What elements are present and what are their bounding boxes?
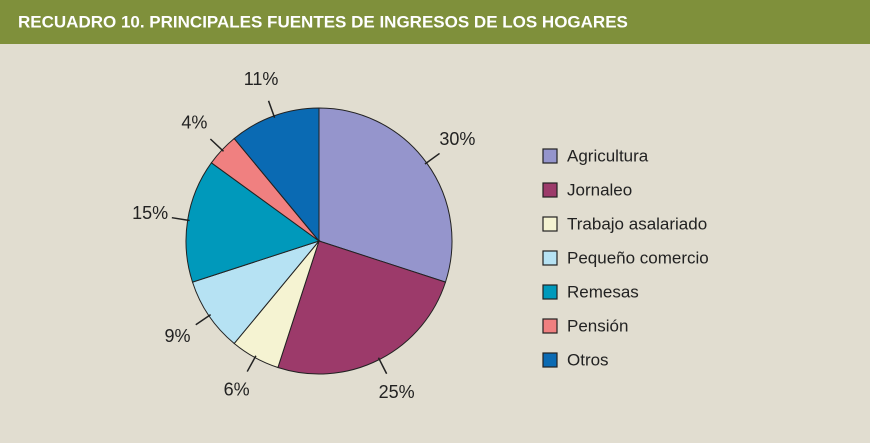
legend-swatch <box>542 182 558 198</box>
legend-label: Agricultura <box>567 146 649 165</box>
legend-swatch <box>542 352 558 368</box>
legend-label: Pequeño comercio <box>567 248 709 267</box>
leader-line <box>195 314 212 326</box>
header-bar <box>0 0 870 44</box>
legend-swatch <box>542 216 558 232</box>
leader-line <box>209 138 225 152</box>
data-label: 9% <box>165 326 191 346</box>
data-label: 4% <box>181 113 207 133</box>
leader-line <box>424 152 440 165</box>
leader-line <box>377 357 388 375</box>
data-label: 6% <box>224 380 250 400</box>
legend-swatch <box>542 250 558 266</box>
leader-line <box>246 355 257 372</box>
legend-swatch <box>542 148 558 164</box>
legend-swatch <box>542 318 558 334</box>
chart-title: RECUADRO 10. PRINCIPALES FUENTES DE INGR… <box>18 12 628 31</box>
leader-line <box>267 100 276 118</box>
legend-label: Trabajo asalariado <box>567 214 707 233</box>
legend-label: Remesas <box>567 282 639 301</box>
leader-line <box>171 216 190 222</box>
legend-label: Otros <box>567 350 609 369</box>
data-label: 30% <box>439 129 475 149</box>
data-label: 11% <box>244 69 279 89</box>
legend-swatch <box>542 284 558 300</box>
legend-label: Jornaleo <box>567 180 632 199</box>
legend-label: Pensión <box>567 316 628 335</box>
data-label: 25% <box>379 382 415 402</box>
data-label: 15% <box>132 203 168 223</box>
